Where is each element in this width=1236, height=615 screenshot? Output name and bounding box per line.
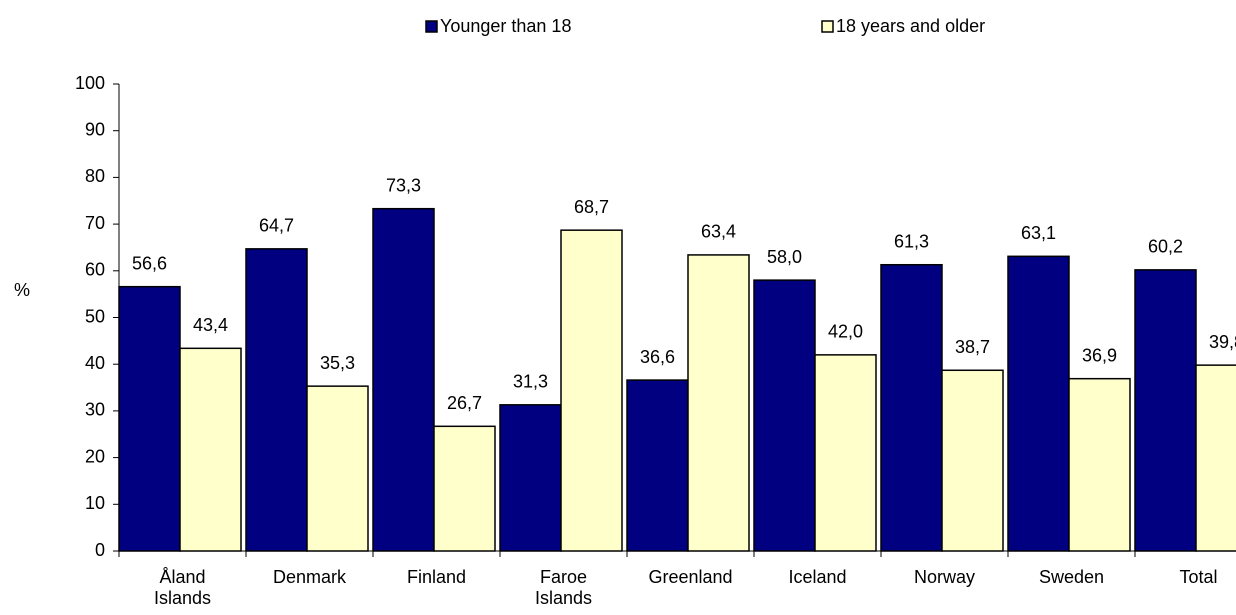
y-tick-label: 30 xyxy=(85,400,105,420)
x-tick-label: Norway xyxy=(914,567,975,587)
bar xyxy=(880,263,943,552)
bar xyxy=(560,229,623,552)
value-label: 56,6 xyxy=(132,253,167,273)
x-tick-label: Finland xyxy=(407,567,466,587)
bar xyxy=(179,347,242,552)
x-tick-label: Iceland xyxy=(788,567,846,587)
bar xyxy=(433,425,496,552)
bar xyxy=(687,254,750,552)
y-axis-label: % xyxy=(14,280,30,300)
legend-label: 18 years and older xyxy=(836,16,985,36)
value-label: 31,3 xyxy=(513,372,548,392)
legend-swatch xyxy=(425,20,438,33)
value-label: 58,0 xyxy=(767,247,802,267)
y-tick-label: 0 xyxy=(95,540,105,560)
y-tick-label: 10 xyxy=(85,493,105,513)
x-tick-label: Faroe Islands xyxy=(535,567,592,608)
value-label: 43,4 xyxy=(193,315,228,335)
value-label: 63,4 xyxy=(701,222,736,242)
bar xyxy=(306,385,369,552)
bar xyxy=(814,354,877,552)
y-tick-label: 40 xyxy=(85,353,105,373)
bar xyxy=(941,369,1004,552)
bar xyxy=(626,379,689,552)
bar xyxy=(372,207,435,552)
y-tick-label: 50 xyxy=(85,306,105,326)
value-label: 38,7 xyxy=(955,337,990,357)
value-label: 68,7 xyxy=(574,197,609,217)
bar xyxy=(499,404,562,552)
bar xyxy=(245,248,308,552)
x-tick-label: Denmark xyxy=(273,567,347,587)
bar xyxy=(1134,269,1197,552)
bar xyxy=(1195,364,1236,552)
x-tick-label: Greenland xyxy=(648,567,732,587)
value-label: 61,3 xyxy=(894,231,929,251)
value-label: 26,7 xyxy=(447,393,482,413)
value-label: 64,7 xyxy=(259,216,294,236)
x-tick-label: Sweden xyxy=(1039,567,1104,587)
value-label: 35,3 xyxy=(320,353,355,373)
y-tick-label: 20 xyxy=(85,446,105,466)
value-label: 60,2 xyxy=(1148,237,1183,257)
x-tick-label: Åland Islands xyxy=(154,567,211,608)
value-label: 36,6 xyxy=(640,347,675,367)
value-label: 63,1 xyxy=(1021,223,1056,243)
y-tick-label: 90 xyxy=(85,119,105,139)
y-tick-label: 100 xyxy=(75,73,105,93)
bar xyxy=(753,279,816,552)
value-label: 73,3 xyxy=(386,175,421,195)
x-tick-label: Total xyxy=(1179,567,1217,587)
bar xyxy=(1007,255,1070,552)
y-tick-label: 70 xyxy=(85,213,105,233)
bar xyxy=(1068,377,1131,552)
legend-swatch xyxy=(821,20,834,33)
legend-label: Younger than 18 xyxy=(440,16,571,36)
y-tick-label: 80 xyxy=(85,166,105,186)
y-tick-label: 60 xyxy=(85,260,105,280)
value-label: 36,9 xyxy=(1082,345,1117,365)
value-label: 42,0 xyxy=(828,322,863,342)
value-label: 39,8 xyxy=(1209,332,1236,352)
bar xyxy=(118,285,181,552)
